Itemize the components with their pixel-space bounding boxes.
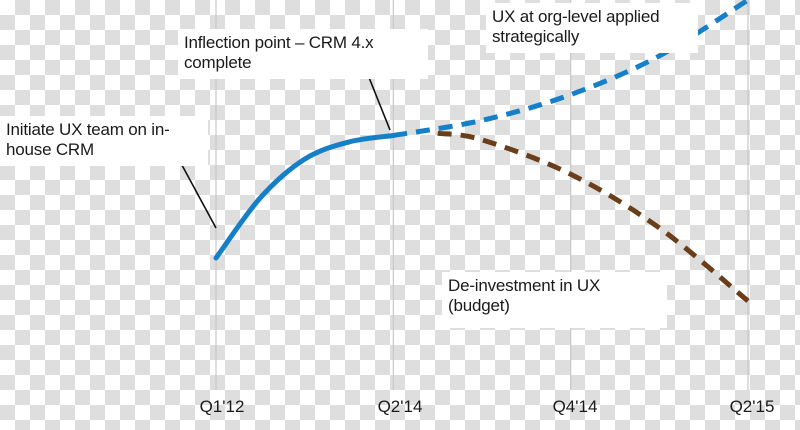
annotation-de-investment: De-investment in UX (budget) <box>442 272 667 328</box>
annotation-de-investment-line2: (budget) <box>448 296 510 315</box>
annotation-initiate-ux-line1: Initiate UX team on in- <box>6 120 170 139</box>
annotation-org-level: UX at org-level applied strategically <box>486 3 698 53</box>
annotation-de-investment-line1: De-investment in UX <box>448 276 601 295</box>
series-de-investment-line <box>437 130 750 303</box>
annotation-org-level-line1: UX at org-level applied <box>492 7 660 26</box>
x-tick-label-q2-14: Q2'14 <box>377 397 423 416</box>
annotation-inflection-point-line2: complete <box>184 53 252 72</box>
annotation-initiate-ux: Initiate UX team on in- house CRM <box>0 116 208 166</box>
x-tick-label-q2-15: Q2'15 <box>729 397 775 416</box>
annotation-initiate-ux-line2: house CRM <box>6 140 94 159</box>
annotation-inflection-point-line1: Inflection point – CRM 4.x <box>184 33 374 52</box>
x-tick-label-q1-12: Q1'12 <box>199 397 245 416</box>
annotation-inflection-point: Inflection point – CRM 4.x complete <box>178 29 428 79</box>
x-tick-label-q4-14: Q4'14 <box>552 397 598 416</box>
series-actual-line <box>213 133 396 261</box>
series-group <box>213 0 750 303</box>
annotation-org-level-line2: strategically <box>492 27 580 46</box>
leader-line-inflection-point <box>365 69 391 131</box>
